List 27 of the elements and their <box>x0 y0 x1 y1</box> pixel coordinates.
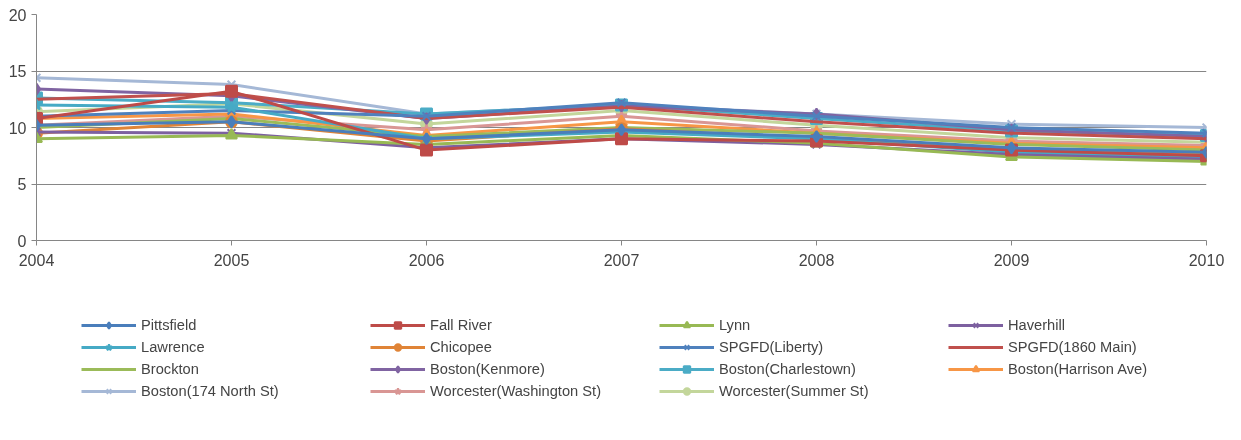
y-tick-label: 20 <box>8 6 27 24</box>
legend-label: Boston(Harrison Ave) <box>1008 360 1149 378</box>
legend-label: Fall River <box>430 316 493 334</box>
legend-label: SPGFD(Liberty) <box>719 338 825 356</box>
y-tick-label: 10 <box>8 119 27 137</box>
x-tick-label: 2004 <box>18 251 55 269</box>
y-tick-label: 5 <box>17 176 27 193</box>
x-tick-label: 2010 <box>1188 251 1225 269</box>
x-tick-label: 2009 <box>993 251 1030 269</box>
legend-label: Worcester(Washington St) <box>430 382 603 400</box>
y-tick-label: 15 <box>8 63 27 80</box>
legend-label: Brockton <box>141 360 200 378</box>
legend-label: SPGFD(1860 Main) <box>1008 338 1138 356</box>
legend-label: Worcester(Summer St) <box>719 382 870 400</box>
x-tick-label: 2007 <box>603 251 640 269</box>
legend-label: Lawrence <box>141 338 206 356</box>
legend-label: Boston(174 North St) <box>141 382 280 400</box>
legend-label: Lynn <box>719 316 752 334</box>
y-tick-label: 0 <box>17 232 27 250</box>
legend-label: Haverhill <box>1008 316 1066 334</box>
x-tick-label: 2006 <box>408 251 445 269</box>
x-tick-label: 2005 <box>213 251 250 269</box>
x-tick-label: 2008 <box>798 251 835 269</box>
legend-label: Chicopee <box>430 338 493 356</box>
legend-label: Boston(Kenmore) <box>430 360 546 378</box>
legend-label: Boston(Charlestown) <box>719 360 857 378</box>
legend-label: Pittsfield <box>141 316 198 334</box>
